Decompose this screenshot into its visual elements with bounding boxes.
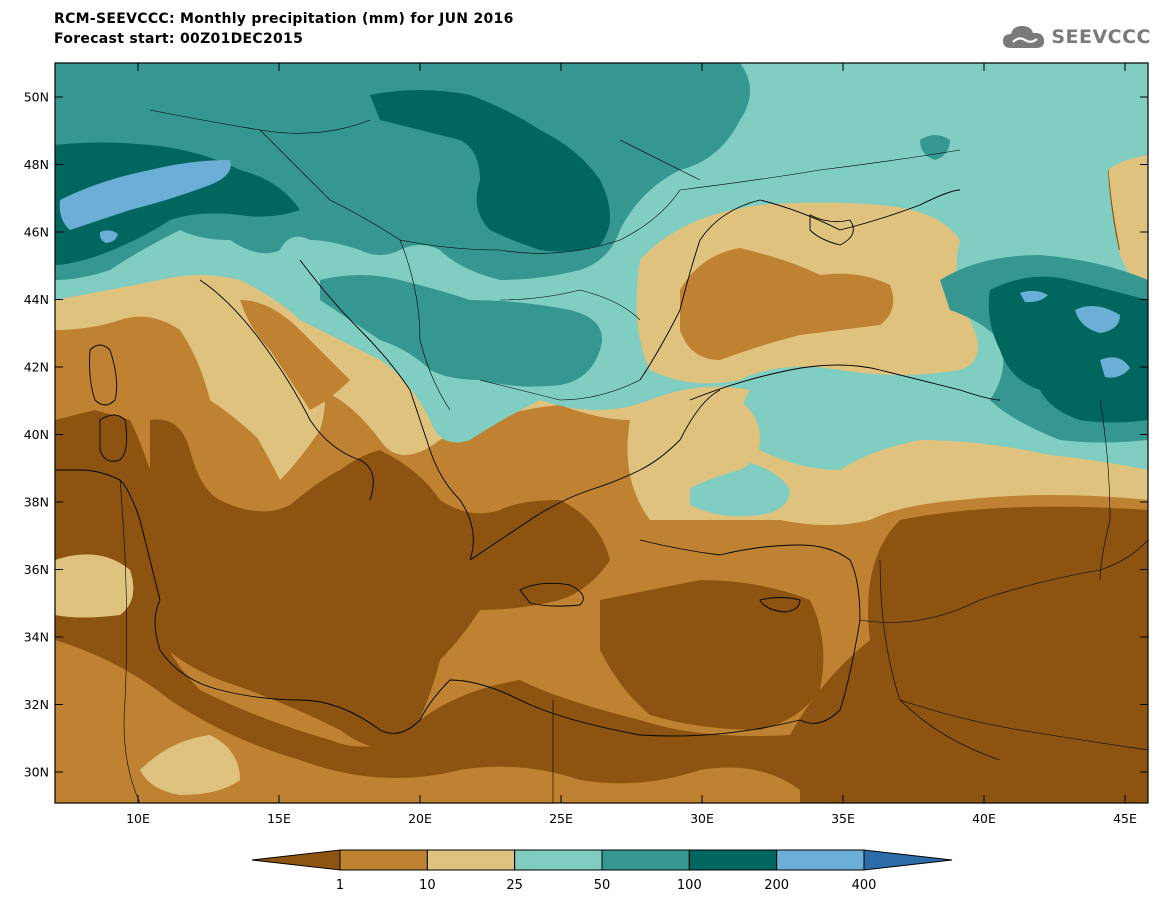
colorbar-label: 200 (764, 878, 789, 893)
colorbar-label: 25 (506, 878, 523, 893)
colorbar-label: 100 (677, 878, 702, 893)
field-100-200-carpathians (370, 90, 610, 252)
field-1-10-sahara (55, 700, 125, 803)
cloud-icon (1003, 26, 1045, 48)
colorbar-segment (339, 849, 428, 871)
map-title: RCM-SEEVCCC: Monthly precipitation (mm) … (54, 11, 514, 27)
lat-tick-label: 42N (24, 360, 49, 375)
coastlines (55, 189, 1001, 737)
lat-tick-label: 34N (24, 630, 49, 645)
colorbar-segment (776, 849, 865, 871)
field-lt1-levant (600, 580, 824, 730)
forecast-start-subtitle: Forecast start: 00Z01DEC2015 (54, 31, 304, 47)
lon-tick-label: 10E (126, 811, 150, 826)
lat-tick-label: 36N (24, 562, 49, 577)
lat-tick-label: 50N (24, 90, 49, 105)
seevccc-logo: SEEVCCC (1001, 22, 1151, 52)
lon-tick-label: 15E (267, 811, 291, 826)
lat-tick-label: 30N (24, 765, 49, 780)
lon-tick-label: 35E (831, 811, 855, 826)
lat-tick-label: 44N (24, 292, 49, 307)
lon-tick-label: 20E (408, 811, 432, 826)
field-1-10-italy (240, 300, 350, 410)
lon-tick-label: 25E (549, 811, 573, 826)
field-200-400-small (99, 230, 118, 243)
field-1-10-south (55, 640, 800, 803)
colorbar-segment (426, 849, 516, 871)
field-200-400-armenia (1100, 357, 1130, 378)
longitude-axis: 10E 15E 20E 25E 30E 35E 40E 45E (126, 63, 1137, 826)
field-lt1-east (866, 575, 1148, 803)
field-50-100-balkans (320, 275, 602, 387)
field-200-400-alps (59, 160, 231, 230)
field-10-25-anatolia (640, 395, 760, 500)
lat-tick-label: 38N (24, 495, 49, 510)
lat-tick-label: 40N (24, 427, 49, 442)
precip-fields (55, 63, 1148, 803)
field-50-100-ukraine (920, 135, 950, 160)
colorbar-segment (601, 849, 690, 871)
field-1-10-blacksea (680, 248, 894, 360)
lat-tick-label: 46N (24, 225, 49, 240)
lat-tick-label: 32N (24, 697, 49, 712)
colorbar-label: 10 (419, 878, 436, 893)
colorbar: 1 10 25 50 100 200 400 (251, 849, 953, 893)
field-10-25-tunisia (55, 554, 134, 618)
colorbar-segment (251, 849, 341, 871)
colorbar-segment (514, 849, 603, 871)
lon-tick-label: 45E (1113, 811, 1137, 826)
field-10-25-libya (140, 735, 240, 795)
colorbar-label: 1 (336, 878, 344, 893)
field-200-400-georgia (1075, 306, 1120, 333)
colorbar-segment (688, 849, 778, 871)
lat-tick-label: 48N (24, 157, 49, 172)
map-frame (54, 62, 1149, 804)
logo-wordmark: SEEVCCC (1051, 26, 1151, 48)
latitude-axis: 50N 48N 46N 44N 42N 40N 38N 36N 34N 32N 30N (24, 90, 1148, 780)
lon-tick-label: 30E (690, 811, 714, 826)
colorbar-segment (863, 849, 953, 871)
borders (119, 109, 1148, 803)
field-lt1-med (145, 419, 610, 748)
colorbar-label: 50 (594, 878, 611, 893)
lon-tick-label: 40E (972, 811, 996, 826)
colorbar-label: 400 (852, 878, 877, 893)
field-200-400-georgia2 (1020, 290, 1048, 303)
